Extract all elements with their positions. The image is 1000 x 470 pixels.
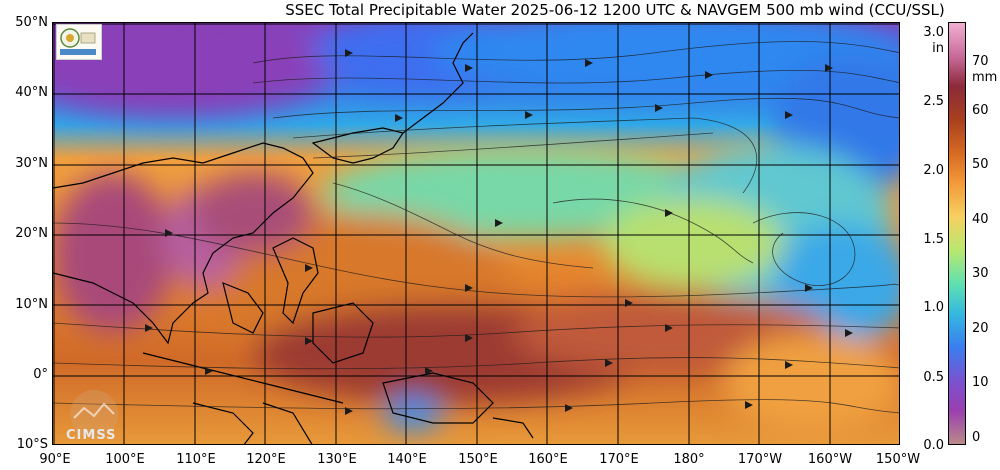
lat-label-10s: 10°S [16,437,48,452]
ssec-logo [56,24,102,60]
colorbar-inch-tick-3-0: 3.0 [923,25,944,40]
lat-label-40n: 40°N [15,85,48,100]
colorbar-mm-tick-60: 60 [972,103,989,118]
colorbar-inch-tick-0-5: 0.5 [923,370,944,385]
cimss-logo [70,390,118,438]
lon-label-160w: 160°W [807,452,853,467]
lat-label-30n: 30°N [15,156,48,171]
lat-label-20n: 20°N [15,226,48,241]
lon-label-170e: 170°E [599,452,639,467]
lon-label-140e: 140°E [387,452,427,467]
lon-label-130e: 130°E [317,452,357,467]
lon-label-120e: 120°E [246,452,286,467]
map-title: SSEC Total Precipitable Water 2025-06-12… [285,1,945,19]
colorbar-mm-tick-10: 10 [972,375,989,390]
colorbar-inch-tick-1-0: 1.0 [923,300,944,315]
lon-label-160e: 160°E [528,452,568,467]
lat-label-10n: 10°N [15,297,48,312]
lon-label-100e: 100°E [105,452,145,467]
colorbar-inch-tick-2-5: 2.5 [923,94,944,109]
colorbar-inch-tick-0-0: 0.0 [923,438,944,453]
colorbar-mm-tick-50: 50 [972,157,989,172]
wind-streamlines [53,41,899,414]
lon-label-150w: 150°W [875,452,921,467]
lon-label-90e: 90°E [39,452,71,467]
colorbar-mm-tick-0: 0 [972,430,981,445]
colorbar [948,22,966,445]
colorbar-inch-unit: in [932,41,944,56]
colorbar-mm-tick-30: 30 [972,266,989,281]
wind-arrows [145,49,853,415]
colorbar-mm-tick-40: 40 [972,212,989,227]
tpw-map [52,22,900,445]
tpw-field [53,23,899,444]
colorbar-inch-tick-1-5: 1.5 [923,232,944,247]
lon-label-180: 180° [673,452,705,467]
lon-label-110e: 110°E [176,452,216,467]
colorbar-mm-tick-70: 70 [972,54,989,69]
lon-label-150e: 150°E [458,452,498,467]
lat-label-0: 0° [33,367,48,382]
lon-label-170w: 170°W [737,452,783,467]
colorbar-mm-unit: mm [972,70,998,85]
colorbar-mm-tick-20: 20 [972,321,989,336]
colorbar-inch-tick-2-0: 2.0 [923,163,944,178]
lat-label-50n: 50°N [15,15,48,30]
cimss-logo-text: CIMSS [66,428,117,443]
